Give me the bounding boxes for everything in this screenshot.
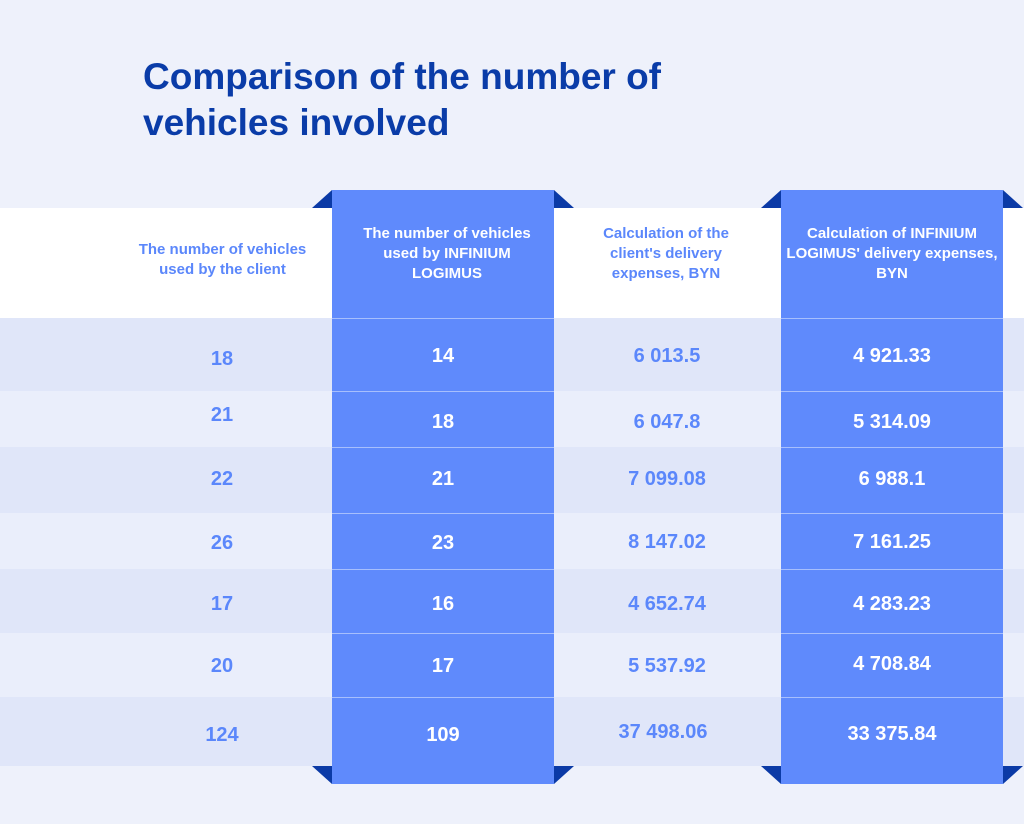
table-cell-infinium-vehicles: 23	[431, 532, 455, 554]
column-header-client-expenses: Calculation of the client's delivery exp…	[603, 225, 729, 282]
row-divider	[332, 697, 554, 698]
table-cell-client-expenses-total: 37 498.06	[618, 721, 708, 743]
page-title: Comparison of the number of vehicles inv…	[143, 54, 661, 146]
row-divider	[781, 697, 1003, 698]
row-divider	[781, 513, 1003, 514]
table-cell-client-expenses: 7 099.08	[628, 468, 706, 490]
table-cell-infinium-expenses: 7 161.25	[853, 531, 931, 553]
table-cell-infinium-expenses: 4 921.33	[853, 345, 931, 367]
row-divider	[332, 569, 554, 570]
ribbon-fold-top-left	[761, 190, 781, 208]
table-cell-infinium-expenses-total: 33 375.84	[847, 723, 937, 745]
table-cell-client-vehicles: 22	[210, 468, 234, 490]
column-header-infinium-vehicles: The number of vehicles used by INFINIUM …	[363, 225, 531, 282]
row-divider	[781, 391, 1003, 392]
table-cell-client-vehicles: 17	[210, 593, 234, 615]
table-cell-infinium-vehicles: 21	[431, 468, 455, 490]
ribbon-fold-top-right	[1003, 190, 1023, 208]
ribbon-fold-bottom-right	[1003, 766, 1023, 784]
table-cell-client-vehicles: 21	[210, 404, 234, 426]
table-cell-infinium-vehicles: 16	[431, 593, 455, 615]
table-cell-infinium-expenses: 6 988.1	[858, 468, 926, 490]
table-cell-infinium-expenses: 5 314.09	[853, 411, 931, 433]
row-divider	[332, 513, 554, 514]
table-cell-client-vehicles: 20	[210, 655, 234, 677]
row-divider	[332, 318, 554, 319]
ribbon-fold-bottom-left	[312, 766, 332, 784]
table-cell-client-expenses: 8 147.02	[628, 531, 706, 553]
row-divider	[332, 391, 554, 392]
highlight-column-infinium-expenses	[781, 190, 1003, 784]
ribbon-fold-top-right	[554, 190, 574, 208]
column-header-client-vehicles: The number of vehicles used by the clien…	[138, 241, 307, 278]
table-cell-client-vehicles-total: 124	[205, 724, 239, 746]
ribbon-fold-bottom-left	[761, 766, 781, 784]
ribbon-fold-bottom-right	[554, 766, 574, 784]
row-divider	[332, 633, 554, 634]
table-cell-infinium-vehicles: 17	[431, 655, 455, 677]
table-cell-infinium-vehicles-total: 109	[426, 724, 460, 746]
table-cell-client-vehicles: 26	[210, 532, 234, 554]
table-cell-client-expenses: 6 047.8	[633, 411, 701, 433]
table-cell-client-expenses: 6 013.5	[633, 345, 701, 367]
ribbon-fold-top-left	[312, 190, 332, 208]
page-title-line-1: Comparison of the number of	[143, 56, 661, 97]
highlight-column-infinium-vehicles	[332, 190, 554, 784]
table-cell-infinium-vehicles: 14	[431, 345, 455, 367]
row-divider	[781, 447, 1003, 448]
column-header-infinium-expenses: Calculation of INFINIUM LOGIMUS' deliver…	[786, 225, 998, 282]
table-cell-infinium-vehicles: 18	[431, 411, 455, 433]
table-cell-client-vehicles: 18	[210, 348, 234, 370]
page-title-line-2: vehicles involved	[143, 102, 450, 143]
row-divider	[332, 447, 554, 448]
row-divider	[781, 318, 1003, 319]
table-cell-infinium-expenses: 4 283.23	[853, 593, 931, 615]
row-divider	[781, 569, 1003, 570]
table-cell-client-expenses: 5 537.92	[628, 655, 706, 677]
row-divider	[781, 633, 1003, 634]
table-cell-infinium-expenses: 4 708.84	[853, 653, 931, 675]
table-cell-client-expenses: 4 652.74	[628, 593, 706, 615]
